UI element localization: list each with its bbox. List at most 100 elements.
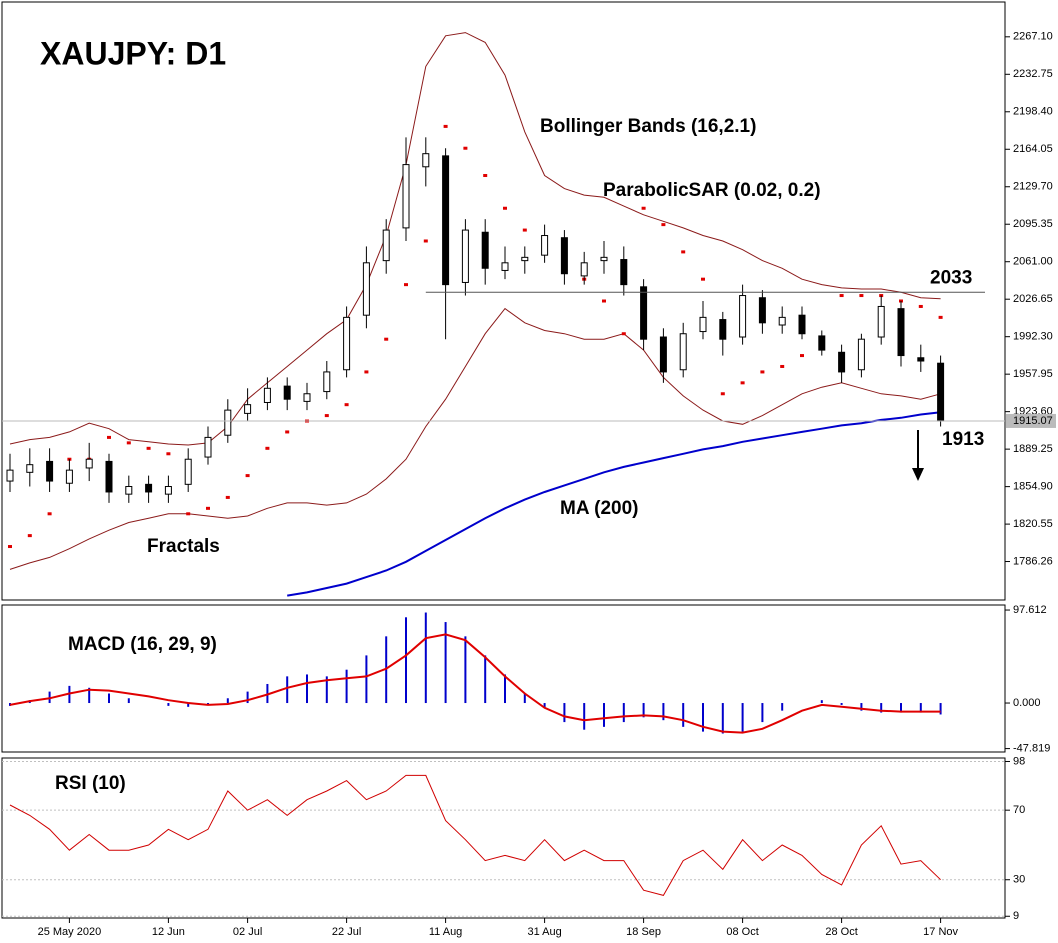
macd-bar bbox=[702, 703, 704, 732]
y-tick-label: 70 bbox=[1013, 804, 1025, 816]
sar-dot bbox=[265, 446, 270, 450]
y-tick-label: -47.819 bbox=[1013, 742, 1050, 754]
candle-body bbox=[778, 316, 786, 326]
indicator-line bbox=[9, 307, 941, 570]
y-tick-label: 9 bbox=[1013, 910, 1019, 922]
macd-bar bbox=[187, 703, 190, 707]
arrow-head bbox=[912, 468, 924, 481]
candle-body bbox=[798, 314, 806, 335]
y-tick-label: 1957.95 bbox=[1013, 368, 1053, 380]
sar-dot bbox=[918, 304, 923, 308]
macd-bar bbox=[900, 703, 902, 713]
macd-plot bbox=[9, 612, 942, 734]
sar-dot bbox=[245, 474, 250, 478]
candle-body bbox=[560, 237, 568, 275]
annotation: Fractals bbox=[147, 536, 220, 557]
candle-body bbox=[877, 305, 885, 338]
sar-dot bbox=[602, 299, 606, 303]
candle-body bbox=[481, 231, 489, 269]
candle-body bbox=[838, 351, 846, 373]
candle-body bbox=[164, 486, 172, 495]
macd-bar bbox=[721, 703, 724, 734]
candle-body bbox=[758, 297, 766, 324]
candle-body bbox=[65, 469, 73, 484]
sar-dot bbox=[800, 354, 804, 358]
x-tick-label: 28 Oct bbox=[825, 926, 857, 938]
sar-dot bbox=[938, 315, 943, 319]
indicator-line bbox=[9, 32, 941, 446]
macd-bar bbox=[860, 703, 863, 711]
sar-dot bbox=[621, 332, 626, 336]
candle-body bbox=[917, 357, 925, 362]
sar-dot bbox=[206, 506, 210, 510]
y-tick-label: 98 bbox=[1013, 755, 1025, 767]
candle-body bbox=[818, 335, 826, 351]
candle-body bbox=[244, 404, 252, 414]
sar-dot bbox=[463, 146, 468, 150]
sar-dot bbox=[384, 337, 389, 341]
macd-bar bbox=[246, 691, 249, 704]
indicator-line bbox=[287, 411, 941, 597]
sar-dot bbox=[681, 250, 686, 254]
y-tick-label: 2232.75 bbox=[1013, 68, 1053, 80]
candle-body bbox=[521, 256, 529, 262]
x-tick-label: 31 Aug bbox=[527, 926, 561, 938]
x-tick-label: 02 Jul bbox=[233, 926, 262, 938]
last-price-tag bbox=[1006, 413, 1056, 428]
chart-title: XAUJPY: D1 bbox=[40, 35, 226, 71]
sar-dot bbox=[126, 441, 131, 445]
sar-dot bbox=[701, 277, 705, 281]
macd-bar bbox=[880, 703, 883, 713]
sar-dot bbox=[760, 370, 765, 374]
candle-body bbox=[323, 371, 331, 393]
sar-dot bbox=[225, 495, 230, 499]
candle-body bbox=[85, 458, 93, 469]
macd-bar bbox=[682, 703, 685, 727]
sar-dot bbox=[720, 392, 725, 396]
axes: 2267.10 2232.75 2198.40 2164.05 2129.70 2095.… bbox=[38, 31, 1056, 938]
y-tick-label: 2129.70 bbox=[1013, 181, 1053, 193]
macd-panel bbox=[1, 604, 1006, 753]
sar-dot bbox=[423, 239, 428, 243]
macd-bar bbox=[563, 703, 566, 723]
candle-body bbox=[184, 458, 192, 485]
candle-body bbox=[620, 259, 628, 286]
y-tick-label: 1820.55 bbox=[1013, 518, 1053, 530]
y-tick-label: 2198.40 bbox=[1013, 106, 1053, 118]
y-tick-label: 97.612 bbox=[1013, 604, 1047, 616]
level-label: 2033 bbox=[930, 267, 972, 288]
y-tick-label: 2061.00 bbox=[1013, 256, 1053, 268]
rsi-line bbox=[9, 774, 941, 896]
macd-bar bbox=[88, 687, 91, 704]
candle-body bbox=[303, 393, 311, 402]
candle-body bbox=[897, 308, 905, 357]
candle-body bbox=[600, 256, 608, 262]
macd-bar bbox=[405, 617, 407, 704]
x-tick-label: 11 Aug bbox=[429, 926, 462, 938]
y-tick-label: 0.000 bbox=[1013, 697, 1041, 709]
candle-body bbox=[422, 153, 430, 168]
x-tick-label: 12 Jun bbox=[152, 926, 185, 938]
sar-dot bbox=[324, 414, 329, 418]
macd-bar bbox=[365, 655, 368, 704]
y-tick-label: 2026.65 bbox=[1013, 293, 1053, 305]
macd-bar bbox=[444, 622, 447, 704]
x-tick-label: 18 Sep bbox=[626, 926, 661, 938]
annotation: ParabolicSAR (0.02, 0.2) bbox=[603, 180, 821, 201]
candle-body bbox=[6, 469, 14, 482]
macd-bar bbox=[306, 674, 308, 704]
candle-body bbox=[105, 460, 113, 493]
candle-body bbox=[204, 436, 212, 458]
sar-dot bbox=[522, 228, 527, 232]
panel-title: RSI (10) bbox=[55, 773, 126, 794]
macd-bar bbox=[504, 674, 506, 704]
sar-dot bbox=[285, 430, 290, 434]
macd-bar bbox=[345, 669, 348, 704]
candle-body bbox=[26, 464, 34, 473]
sar-dot bbox=[780, 364, 785, 368]
macd-bar bbox=[167, 703, 170, 706]
candle-body bbox=[461, 229, 469, 283]
x-tick-label: 17 Nov bbox=[923, 926, 958, 938]
sar-dot bbox=[740, 381, 745, 385]
